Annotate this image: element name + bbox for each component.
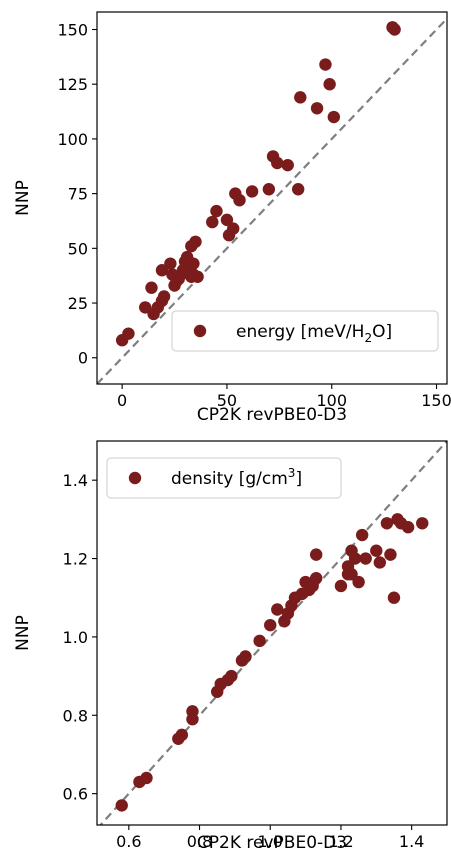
x-tick-label: 0.8 (187, 832, 212, 851)
y-tick-label: 25 (68, 294, 88, 313)
plot-frame (96, 440, 448, 826)
legend-label: density [g/cm3] (171, 466, 302, 489)
x-tick-label: 100 (316, 391, 347, 410)
data-point (387, 591, 401, 604)
data-point (370, 544, 383, 557)
data-point (227, 222, 240, 235)
y-tick-label: 1.4 (63, 471, 88, 490)
data-point (187, 257, 200, 270)
data-point (164, 257, 177, 270)
data-point (323, 78, 336, 91)
legend: energy [meV/H2O] (171, 310, 439, 352)
data-point (281, 158, 294, 172)
legend-marker (193, 324, 207, 338)
x-axis-label: CP2K revPBE0-D3 (197, 833, 347, 853)
data-point (271, 156, 284, 170)
legend-box (171, 310, 439, 352)
data-point (401, 521, 415, 534)
x-tick-label: 0 (117, 391, 127, 410)
y-tick-label: 1.0 (63, 628, 88, 647)
data-point (294, 91, 307, 104)
y-axis-label: NNP (13, 615, 33, 651)
data-point (309, 571, 323, 585)
data-point (140, 771, 153, 785)
data-point (416, 517, 429, 530)
y-tick-label: 75 (68, 185, 88, 204)
data-point (327, 110, 341, 124)
data-point (122, 327, 135, 340)
y-tick-label: 150 (57, 21, 88, 40)
plot-frame (96, 11, 448, 385)
x-tick-label: 1.0 (258, 832, 283, 851)
data-point (380, 517, 394, 530)
data-point (264, 618, 277, 632)
x-axis-label: CP2K revPBE0-D3 (197, 405, 347, 425)
x-tick-label: 1.4 (399, 832, 424, 851)
data-point (348, 552, 362, 565)
data-point (206, 215, 219, 229)
data-point (359, 552, 372, 565)
data-point (334, 579, 348, 593)
data-point (233, 193, 246, 207)
data-point (239, 650, 252, 663)
data-point (384, 548, 397, 561)
y-tick-label: 125 (57, 75, 88, 94)
data-point (139, 301, 152, 314)
data-point (115, 799, 128, 812)
x-tick-label: 1.2 (328, 832, 353, 851)
y-axis-label: NNP (13, 180, 33, 216)
data-point (253, 634, 266, 648)
data-point (310, 102, 324, 115)
data-point (373, 556, 387, 569)
data-point (352, 575, 365, 589)
y-tick-label: 50 (68, 239, 88, 258)
data-point (189, 235, 202, 248)
data-point (186, 705, 199, 718)
data-point (191, 270, 204, 283)
data-point (355, 528, 369, 542)
legend-label: energy [meV/H2O] (236, 322, 392, 345)
y-tick-label: 100 (57, 130, 88, 149)
data-point (157, 290, 171, 303)
data-point (271, 603, 284, 616)
data-point (175, 728, 189, 742)
x-tick-label: 150 (421, 391, 451, 410)
diagonal-line (97, 17, 447, 384)
diagonal-line (99, 441, 447, 825)
legend-marker (128, 471, 142, 485)
chart-2: 0.6 0.8 1.0 1.2 1.4 0.6 0.8 1.0 1.2 1.4 CP2K revPB… (13, 440, 448, 853)
data-point (291, 183, 305, 196)
x-tick-label: 0.6 (116, 832, 141, 851)
data-point (319, 58, 332, 71)
y-tick-label: 0.6 (63, 785, 88, 804)
data-point (155, 264, 169, 277)
data-point (210, 204, 223, 218)
data-point (145, 281, 158, 294)
data-point (245, 185, 259, 198)
legend: density [g/cm3] (106, 457, 342, 499)
y-tick-label: 1.2 (63, 550, 88, 569)
x-tick-label: 50 (217, 391, 237, 410)
data-point (220, 213, 234, 227)
chart-1: 0 50 100 150 0 25 50 75 100 125 150 CP2K revPBE0-D3… (13, 11, 451, 425)
legend-box (106, 457, 342, 499)
data-point (262, 183, 276, 196)
data-point (388, 23, 401, 36)
y-tick-label: 0 (78, 349, 88, 368)
y-tick-label: 0.8 (63, 706, 88, 725)
data-point (309, 548, 323, 561)
data-point (225, 669, 238, 683)
